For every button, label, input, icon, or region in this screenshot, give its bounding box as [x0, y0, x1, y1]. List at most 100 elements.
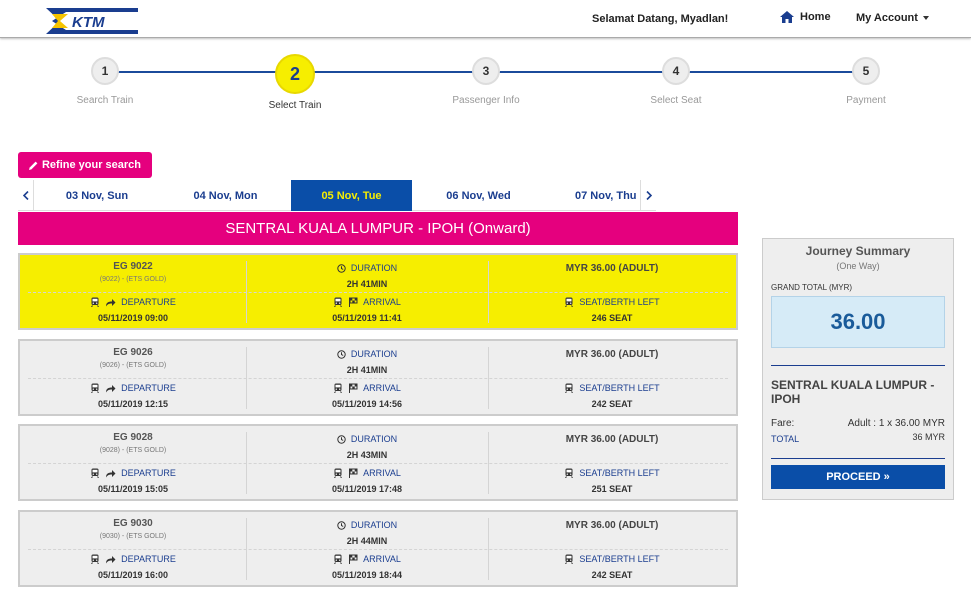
train-icon	[334, 297, 342, 307]
step-select-train: 2 Select Train	[251, 54, 339, 111]
fare-price: MYR 36.00 (ADULT)	[565, 520, 659, 531]
ktm-logo[interactable]: KTM	[46, 6, 138, 36]
departure-time: 05/11/2019 09:00	[97, 313, 169, 323]
train-icon	[334, 383, 342, 393]
seat-train-icon	[565, 468, 574, 478]
duration-value: 2H 41MIN	[346, 365, 388, 375]
date-tab[interactable]: 07 Nov, Thu	[575, 189, 637, 202]
row-divider	[28, 292, 728, 293]
my-account-dropdown[interactable]: My Account	[856, 12, 929, 24]
flag-icon	[349, 297, 358, 307]
step-label: Passenger Info	[452, 95, 520, 106]
grand-total-value: 36.00	[771, 296, 945, 348]
departure-label: DEPARTURE	[121, 297, 176, 307]
departure-time: 05/11/2019 16:00	[97, 570, 169, 580]
chevron-left-icon	[22, 191, 29, 200]
step-select-seat: 4 Select Seat	[632, 57, 720, 106]
departure-cell: DEPARTURE 05/11/2019 12:15	[20, 383, 246, 409]
date-tab-active[interactable]: 05 Nov, Tue	[291, 180, 412, 211]
prev-date-button[interactable]	[18, 180, 34, 211]
seat-train-icon	[565, 383, 574, 393]
train-info: EG 9022 (9022) - (ETS GOLD)	[20, 261, 246, 283]
seat-label: SEAT/BERTH LEFT	[579, 554, 660, 564]
clock-icon	[337, 263, 346, 273]
step-payment: 5 Payment	[822, 57, 910, 106]
train-row[interactable]: EG 9026 (9026) - (ETS GOLD) DURATION 2H 41M…	[18, 339, 738, 416]
train-row[interactable]: EG 9030 (9030) - (ETS GOLD) DURATION 2H 44M…	[18, 510, 738, 587]
proceed-button[interactable]: PROCEED »	[771, 465, 945, 489]
departure-time: 05/11/2019 12:15	[97, 399, 169, 409]
departure-label: DEPARTURE	[121, 383, 176, 393]
date-tab[interactable]: 06 Nov, Wed	[446, 189, 511, 202]
clock-icon	[337, 520, 346, 530]
seats-left: 251 SEAT	[591, 484, 633, 494]
seat-label: SEAT/BERTH LEFT	[579, 468, 660, 478]
arrival-label: ARRIVAL	[363, 297, 401, 307]
seats-left: 242 SEAT	[591, 570, 633, 580]
summary-title: Journey Summary	[805, 244, 911, 258]
train-icon	[91, 554, 100, 564]
pencil-icon	[28, 161, 38, 170]
departure-cell: DEPARTURE 05/11/2019 15:05	[20, 468, 246, 494]
train-row[interactable]: EG 9028 (9028) - (ETS GOLD) DURATION 2H 43M…	[18, 424, 738, 501]
arrival-time: 05/11/2019 17:48	[331, 484, 403, 494]
home-link[interactable]: Home	[780, 11, 831, 23]
share-arrow-icon	[106, 555, 116, 563]
step-number: 3	[472, 57, 500, 85]
step-passenger-info: 3 Passenger Info	[436, 57, 536, 106]
train-icon	[91, 468, 100, 478]
fare-price: MYR 36.00 (ADULT)	[565, 434, 659, 445]
seats-left: 246 SEAT	[591, 313, 633, 323]
next-date-button[interactable]	[640, 180, 656, 211]
total-label: TOTAL	[771, 434, 800, 444]
home-icon	[780, 11, 794, 23]
price-cell: MYR 36.00 (ADULT)	[488, 434, 736, 445]
divider	[771, 458, 945, 459]
train-number: EG 9022	[113, 261, 153, 272]
step-number: 4	[662, 57, 690, 85]
step-number: 5	[852, 57, 880, 85]
price-cell: MYR 36.00 (ADULT)	[488, 263, 736, 274]
chevron-right-icon	[645, 191, 652, 200]
train-icon	[91, 297, 100, 307]
share-arrow-icon	[106, 384, 116, 392]
train-info: EG 9030 (9030) - (ETS GOLD)	[20, 518, 246, 540]
refine-search-button[interactable]: Refine your search	[18, 152, 152, 178]
refine-label: Refine your search	[41, 159, 142, 171]
fare-value: Adult : 1 x 36.00 MYR	[847, 418, 945, 429]
train-row[interactable]: EG 9022 (9022) - (ETS GOLD) DURATION 2H 41M…	[18, 253, 738, 330]
price-cell: MYR 36.00 (ADULT)	[488, 520, 736, 531]
duration-label: DURATION	[350, 434, 398, 444]
step-label: Select Seat	[650, 95, 702, 106]
duration-cell: DURATION 2H 41MIN	[246, 263, 488, 289]
price-cell: MYR 36.00 (ADULT)	[488, 349, 736, 360]
seat-label: SEAT/BERTH LEFT	[579, 297, 660, 307]
step-label: Select Train	[268, 100, 322, 111]
grand-total-label: GRAND TOTAL (MYR)	[771, 283, 853, 292]
train-service: (9026) - (ETS GOLD)	[99, 362, 167, 369]
train-icon	[91, 383, 100, 393]
seat-train-icon	[565, 297, 574, 307]
date-tab[interactable]: 03 Nov, Sun	[65, 189, 129, 202]
flag-icon	[349, 468, 358, 478]
top-header: KTM Selamat Datang, Myadlan! Home My Acc…	[0, 0, 971, 38]
seat-train-icon	[565, 554, 574, 564]
train-info: EG 9028 (9028) - (ETS GOLD)	[20, 432, 246, 454]
date-tab[interactable]: 04 Nov, Mon	[193, 189, 258, 202]
arrival-label: ARRIVAL	[363, 383, 401, 393]
step-label: Payment	[846, 95, 886, 106]
train-number: EG 9028	[113, 432, 153, 443]
arrival-time: 05/11/2019 18:44	[331, 570, 403, 580]
seat-cell: SEAT/BERTH LEFT 251 SEAT	[488, 468, 736, 494]
seat-cell: SEAT/BERTH LEFT 242 SEAT	[488, 383, 736, 409]
divider	[771, 365, 945, 366]
caret-down-icon	[922, 16, 929, 20]
step-number-active: 2	[275, 54, 315, 94]
fare-price: MYR 36.00 (ADULT)	[565, 349, 659, 360]
fare-price: MYR 36.00 (ADULT)	[565, 263, 659, 274]
account-label: My Account	[856, 12, 918, 24]
clock-icon	[337, 434, 346, 444]
arrival-label: ARRIVAL	[363, 468, 401, 478]
duration-value: 2H 43MIN	[346, 450, 388, 460]
row-divider	[28, 463, 728, 464]
